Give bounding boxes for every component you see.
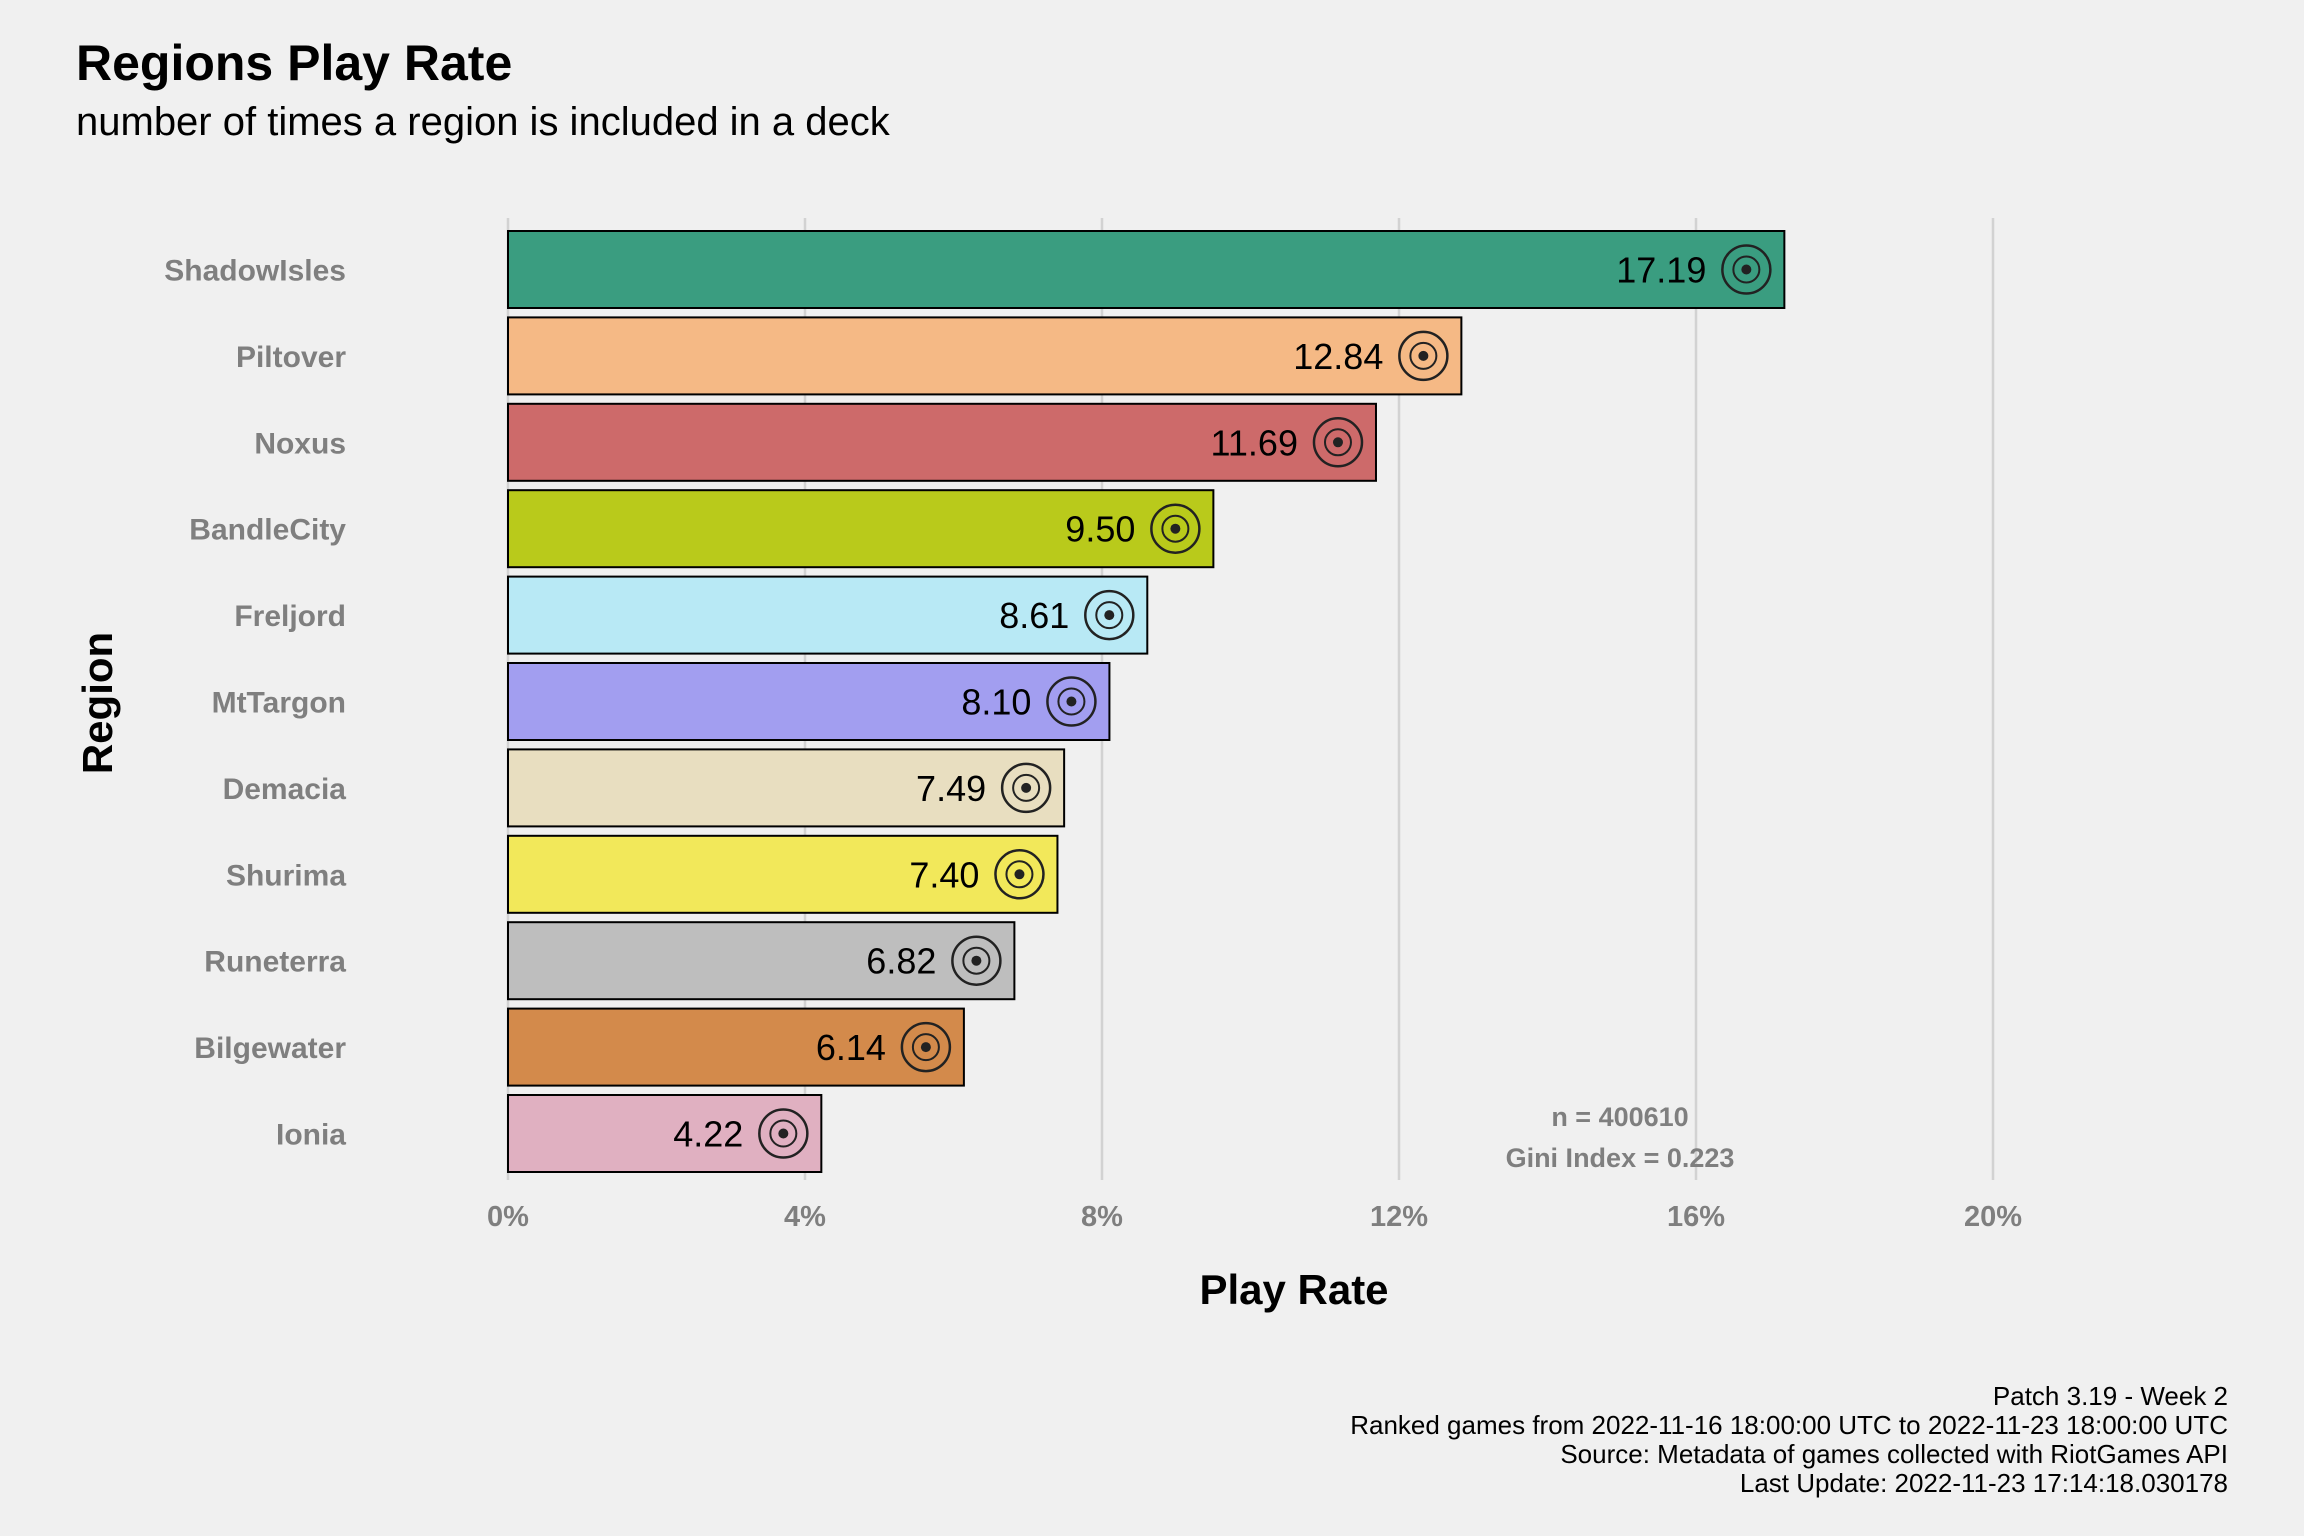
bar-runeterra (507, 921, 1016, 1001)
y-category-label: Runeterra (204, 946, 346, 979)
bar-shadowisles (507, 230, 1786, 309)
freljord-icon (1084, 589, 1135, 641)
region-icons (758, 244, 1772, 1159)
bar-value-label: 17.19 (1616, 250, 1706, 291)
bar-mttargon (507, 662, 1111, 741)
y-category-label: ShadowIsles (164, 255, 346, 288)
mttargon-icon (1046, 676, 1097, 727)
bar-value-label: 4.22 (673, 1114, 743, 1155)
bar-value-labels: 17.19 12.84 11.69 9.50 8.61 8.10 7.49 7.40 6.82 6… (673, 250, 1706, 1155)
bar-bandlecity (507, 489, 1215, 569)
x-axis-tick-labels: 0% 4% 8% 12% 16% 20% (487, 1201, 2022, 1233)
y-axis-category-labels: ShadowIsles Piltover Noxus BandleCity Freljo… (164, 255, 346, 1152)
x-axis-title: Play Rate (1199, 1266, 1388, 1313)
noxus-icon (1312, 417, 1364, 468)
x-tick-label: 20% (1964, 1201, 2022, 1233)
chart-subtitle: number of times a region is included in … (76, 100, 890, 144)
bar-value-label: 8.10 (961, 682, 1031, 723)
caption-line: Ranked games from 2022-11-16 18:00:00 UT… (1350, 1410, 2228, 1440)
demacia-icon (1000, 762, 1052, 814)
bar-freljord (507, 575, 1149, 655)
bar-demacia (507, 748, 1066, 828)
bar-value-label: 7.40 (909, 854, 979, 895)
x-tick-label: 0% (487, 1201, 529, 1233)
x-tick-label: 4% (784, 1201, 826, 1233)
gini-index-annotation: Gini Index = 0.223 (1506, 1143, 1735, 1173)
bar-piltover (507, 316, 1463, 396)
caption-line: Patch 3.19 - Week 2 (1992, 1381, 2228, 1411)
bilgewater-icon (900, 1021, 952, 1073)
caption: Patch 3.19 - Week 2 Ranked games from 20… (1350, 1382, 2228, 1498)
y-axis-title: Region (74, 632, 121, 774)
x-tick-label: 8% (1081, 1201, 1123, 1233)
sample-size-annotation: n = 400610 (1551, 1102, 1688, 1132)
bar-value-label: 6.14 (816, 1027, 886, 1068)
x-tick-label: 16% (1667, 1201, 1725, 1233)
y-category-label: Bilgewater (194, 1032, 346, 1065)
bar-value-label: 9.50 (1065, 509, 1135, 550)
bar-shurima (507, 834, 1059, 914)
ionia-icon (758, 1108, 809, 1159)
bandlecity-icon (1150, 503, 1201, 554)
caption-line: Last Update: 2022-11-23 17:14:18.030178 (1739, 1468, 2228, 1498)
y-category-label: BandleCity (189, 514, 346, 547)
bar-noxus (507, 402, 1377, 482)
x-tick-label: 12% (1370, 1201, 1428, 1233)
chart-title: Regions Play Rate (76, 35, 513, 91)
bar-value-label: 6.82 (866, 941, 936, 982)
y-category-label: MtTargon (212, 687, 346, 720)
caption-line: Source: Metadata of games collected with… (1560, 1439, 2228, 1469)
bars (507, 230, 1786, 1173)
bar-value-label: 12.84 (1293, 336, 1383, 377)
bar-value-label: 11.69 (1211, 422, 1298, 463)
runeterra-icon (951, 935, 1002, 986)
shurima-icon (994, 849, 1045, 900)
y-category-label: Ionia (276, 1119, 346, 1152)
y-category-label: Shurima (226, 859, 346, 892)
bar-value-label: 8.61 (999, 595, 1069, 636)
y-category-label: Freljord (234, 600, 346, 633)
piltover-icon (1398, 330, 1449, 382)
bar-value-label: 7.49 (916, 768, 986, 809)
shadowisles-icon (1721, 244, 1772, 295)
bar-bilgewater (507, 1007, 965, 1087)
y-category-label: Noxus (254, 427, 346, 460)
y-category-label: Demacia (223, 773, 347, 806)
y-category-label: Piltover (236, 341, 346, 374)
